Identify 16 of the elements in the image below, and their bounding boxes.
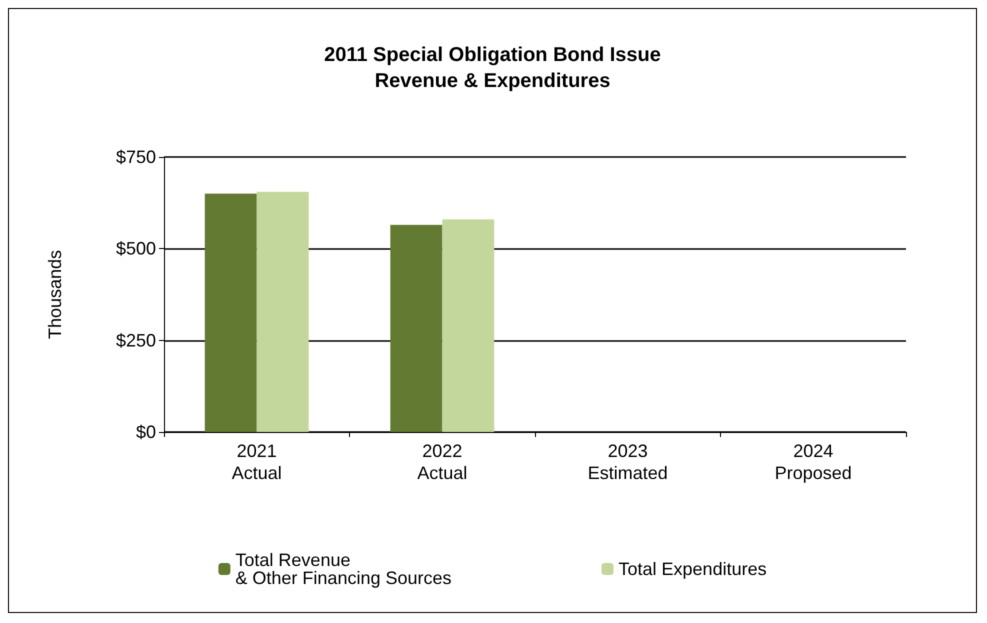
y-tick-label: $750 — [116, 147, 156, 167]
bar — [442, 219, 494, 432]
y-tick-label: $500 — [116, 238, 156, 259]
x-tick-label: 2024 Proposed — [774, 441, 852, 483]
y-axis-title: Thousands — [45, 250, 65, 340]
legend-label: Total Expenditures — [618, 559, 767, 579]
bar — [256, 192, 309, 432]
chart-title: 2011 Special Obligation Bond Issue Revenue & Expenditures — [324, 44, 661, 92]
x-tick-label: 2022 Actual — [417, 441, 468, 483]
bar — [390, 224, 442, 432]
y-tick-label: $0 — [136, 422, 156, 442]
bar — [204, 194, 257, 432]
y-tick-label: $250 — [116, 330, 156, 350]
x-tick-label: 2021 Actual — [232, 441, 282, 483]
x-tick-label: 2023 Estimated — [588, 441, 668, 483]
legend-label: Total Revenue & Other Financing Sources — [235, 550, 452, 588]
